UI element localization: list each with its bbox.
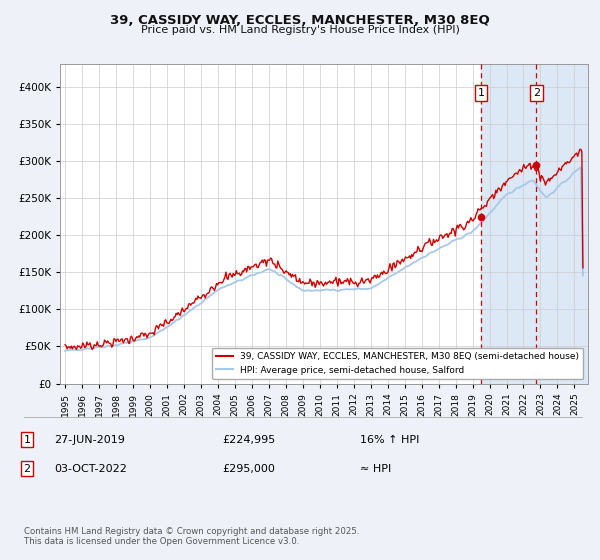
Text: 03-OCT-2022: 03-OCT-2022 bbox=[54, 464, 127, 474]
Text: 39, CASSIDY WAY, ECCLES, MANCHESTER, M30 8EQ: 39, CASSIDY WAY, ECCLES, MANCHESTER, M30… bbox=[110, 14, 490, 27]
Text: 2: 2 bbox=[23, 464, 31, 474]
Text: Contains HM Land Registry data © Crown copyright and database right 2025.
This d: Contains HM Land Registry data © Crown c… bbox=[24, 526, 359, 546]
Text: 1: 1 bbox=[23, 435, 31, 445]
Text: ≈ HPI: ≈ HPI bbox=[360, 464, 391, 474]
Text: 27-JUN-2019: 27-JUN-2019 bbox=[54, 435, 125, 445]
Legend: 39, CASSIDY WAY, ECCLES, MANCHESTER, M30 8EQ (semi-detached house), HPI: Average: 39, CASSIDY WAY, ECCLES, MANCHESTER, M30… bbox=[212, 348, 583, 379]
Text: 16% ↑ HPI: 16% ↑ HPI bbox=[360, 435, 419, 445]
Bar bbox=[481, 64, 588, 384]
Text: £295,000: £295,000 bbox=[222, 464, 275, 474]
Text: £224,995: £224,995 bbox=[222, 435, 275, 445]
Text: 2: 2 bbox=[533, 88, 540, 98]
Text: Price paid vs. HM Land Registry's House Price Index (HPI): Price paid vs. HM Land Registry's House … bbox=[140, 25, 460, 35]
Text: 1: 1 bbox=[478, 88, 484, 98]
